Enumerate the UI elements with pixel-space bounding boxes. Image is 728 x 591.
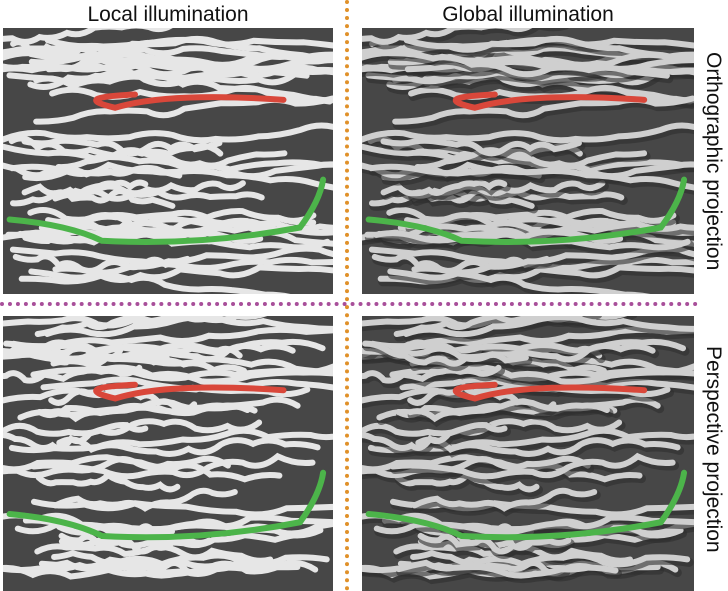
render-local-orthographic	[3, 28, 333, 294]
header-local-illumination: Local illumination	[87, 3, 249, 26]
label-perspective-projection: Perspective projection	[702, 346, 725, 553]
fiber-render	[3, 28, 333, 294]
fiber-render	[362, 28, 694, 294]
fiber-render	[362, 316, 694, 585]
fiber-render	[3, 316, 333, 580]
vertical-divider	[345, 0, 349, 591]
render-global-perspective	[362, 316, 694, 591]
render-global-orthographic	[362, 28, 694, 294]
header-global-illumination: Global illumination	[442, 3, 614, 26]
label-orthographic-projection: Orthographic projection	[702, 51, 725, 271]
horizontal-divider	[0, 302, 698, 306]
render-local-perspective	[3, 316, 333, 591]
